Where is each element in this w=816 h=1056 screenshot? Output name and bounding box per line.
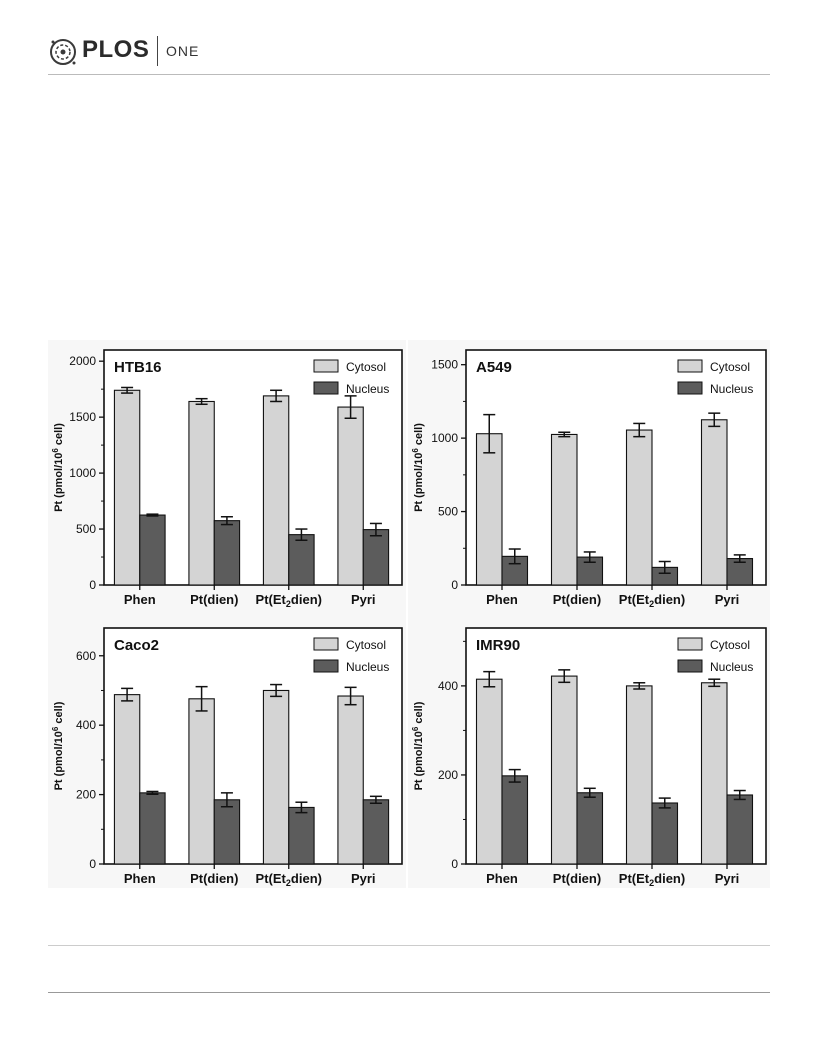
x-tick-label: Phen [486,592,518,607]
bar-nucleus [213,520,241,586]
bar-nucleus [501,775,529,865]
legend-swatch-nucleus [677,381,703,395]
legend-swatch-nucleus [677,659,703,673]
chart-panel-imr90: 0 200 400 Pt (pmol/106 cell) IMR90 Cytosol Nuc… [408,616,770,888]
bar-nucleus [139,514,166,586]
bar-cytosol [337,695,364,865]
bar-cytosol [188,698,215,865]
y-tick-label: 0 [451,857,458,871]
y-tick-label: 1500 [69,410,96,424]
legend-swatch-cytosol [313,637,339,651]
y-tick-label: 1500 [431,358,458,372]
y-tick-label: 200 [76,788,96,802]
legend-swatch-cytosol [677,637,703,651]
y-tick-label: 500 [76,522,96,536]
bar-cytosol [625,685,653,865]
x-tick-label: Pyri [351,871,376,886]
y-tick-label: 0 [89,578,96,592]
x-tick-label: Phen [124,592,156,607]
chart-panel-caco2: 0 200 400 600 Pt (pmol/106 cell) Caco2 Cytosol… [48,616,406,888]
legend-swatch-nucleus [313,381,339,395]
y-axis-label: Pt (pmol/106 cell) [51,423,65,512]
y-tick-label: 1000 [69,466,96,480]
header-divider [48,74,770,75]
chart-title: A549 [476,359,512,376]
y-axis-label: Pt (pmol/106 cell) [411,423,425,512]
brand-name: PLOS [82,36,150,63]
x-tick-label: Pyri [715,592,740,607]
bar-cytosol [475,678,503,865]
chart-title: HTB16 [114,359,162,376]
y-tick-label: 0 [89,857,96,871]
bar-cytosol [337,406,364,586]
journal-header: PLOS ONE [48,34,770,70]
bar-cytosol [188,400,215,586]
legend-swatch-nucleus [313,659,339,673]
bar-cytosol [550,675,578,865]
footer-divider-top [48,945,770,946]
x-tick-label: Pt(dien) [553,871,601,886]
chart-title: Caco2 [114,637,159,654]
bar-nucleus [576,792,604,865]
bar-cytosol [113,389,141,586]
bar-nucleus [651,802,679,865]
legend-label-cytosol: Cytosol [346,638,386,652]
x-tick-label: Pt(Et2dien) [619,871,685,888]
brand-subname: ONE [166,43,200,59]
bar-cytosol [113,694,141,865]
y-tick-label: 200 [438,768,458,782]
y-tick-label: 400 [438,679,458,693]
legend-label-cytosol: Cytosol [710,638,750,652]
x-tick-label: Pyri [351,592,376,607]
y-tick-label: 2000 [69,354,96,368]
bar-cytosol [700,682,728,865]
legend-swatch-cytosol [677,359,703,373]
bar-nucleus [139,792,166,865]
y-tick-label: 500 [438,505,458,519]
plos-logo-icon [50,39,76,65]
x-tick-label: Pt(dien) [190,592,238,607]
bar-nucleus [362,529,390,586]
legend-swatch-cytosol [313,359,339,373]
chart-panel-htb16: 0 500 1000 1500 2000 Pt (pmol/106 cell) HTB16 C… [48,340,406,616]
legend-label-cytosol: Cytosol [710,360,750,374]
y-axis-label: Pt (pmol/106 cell) [51,701,65,790]
bar-cytosol [262,395,290,586]
y-tick-label: 400 [76,718,96,732]
brand-separator [157,36,158,66]
bar-cytosol [625,429,653,586]
bar-cytosol [550,433,578,586]
bar-nucleus [288,534,315,586]
bar-nucleus [288,806,315,865]
y-tick-label: 600 [76,649,96,663]
x-tick-label: Pyri [715,871,740,886]
legend-label-cytosol: Cytosol [346,360,386,374]
bar-nucleus [213,799,241,865]
bar-nucleus [726,794,754,865]
y-tick-label: 1000 [431,431,458,445]
x-tick-label: Pt(Et2dien) [256,871,322,888]
x-tick-label: Pt(dien) [190,871,238,886]
bar-cytosol [262,689,290,865]
x-tick-label: Pt(Et2dien) [256,592,322,609]
bar-nucleus [362,799,390,865]
bar-cytosol [475,433,503,586]
y-axis-label: Pt (pmol/106 cell) [411,701,425,790]
x-tick-label: Phen [486,871,518,886]
x-tick-label: Phen [124,871,156,886]
x-tick-label: Pt(dien) [553,592,601,607]
legend-label-nucleus: Nucleus [346,660,389,674]
legend-label-nucleus: Nucleus [710,382,753,396]
y-tick-label: 0 [451,578,458,592]
chart-title: IMR90 [476,637,520,654]
footer-divider-bottom [48,992,770,993]
legend-label-nucleus: Nucleus [346,382,389,396]
x-tick-label: Pt(Et2dien) [619,592,685,609]
legend-label-nucleus: Nucleus [710,660,753,674]
bar-cytosol [700,419,728,586]
chart-panel-a549: 0 500 1000 1500 Pt (pmol/106 cell) A549 Cytoso… [408,340,770,616]
